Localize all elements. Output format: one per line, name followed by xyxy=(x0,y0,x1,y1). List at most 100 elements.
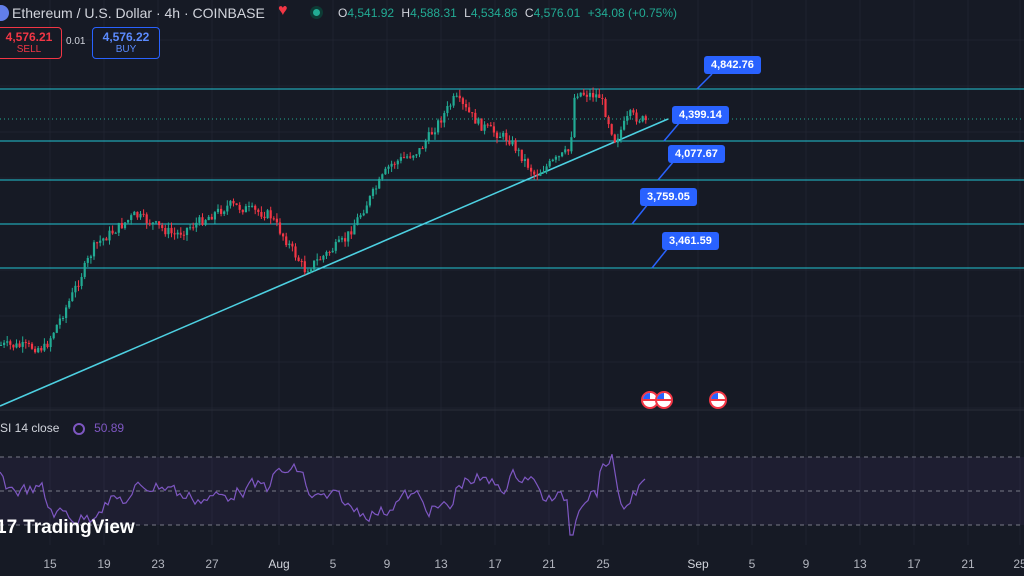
candle-body xyxy=(508,140,511,145)
candle-body xyxy=(185,227,189,236)
candle-body xyxy=(9,341,12,345)
rsi-settings-icon[interactable] xyxy=(72,423,85,435)
candle-body xyxy=(229,200,232,206)
candle-body xyxy=(21,342,24,347)
candle-body xyxy=(263,216,266,219)
candle-body xyxy=(619,129,623,139)
candle-body xyxy=(328,251,331,253)
candle-body xyxy=(161,225,164,228)
candle-body xyxy=(486,124,489,126)
candle-body xyxy=(399,157,402,161)
label-pointer xyxy=(651,247,669,269)
candle-body xyxy=(468,107,471,113)
candle-body xyxy=(24,342,27,344)
candle-body xyxy=(40,348,43,351)
candle-body xyxy=(216,208,220,213)
candle-body xyxy=(195,222,198,228)
candle-body xyxy=(505,132,508,141)
candle-body xyxy=(158,221,161,226)
time-tick: 9 xyxy=(383,557,391,571)
candle-body xyxy=(464,104,468,108)
candle-body xyxy=(412,155,415,158)
candle-body xyxy=(83,262,86,277)
buy-button[interactable]: 4,576.22 BUY xyxy=(92,27,160,59)
candle-body xyxy=(539,173,542,176)
candle-body xyxy=(77,285,80,287)
symbol-title[interactable]: Ethereum / U.S. Dollar · 4h · COINBASE xyxy=(12,5,265,21)
candle-body xyxy=(350,231,353,235)
time-tick: 19 xyxy=(97,557,111,571)
candle-body xyxy=(123,222,127,229)
candle-body xyxy=(533,171,536,175)
candle-body xyxy=(483,124,486,131)
candle-body xyxy=(52,332,55,339)
candle-body xyxy=(424,141,427,149)
candle-body xyxy=(396,160,399,165)
time-tick: Aug xyxy=(268,557,290,571)
candle-body xyxy=(27,342,30,344)
candle-body xyxy=(427,132,430,142)
time-tick: 17 xyxy=(488,557,502,571)
us-flag-event-icon[interactable] xyxy=(709,391,727,409)
candle-body xyxy=(635,112,638,122)
candle-body xyxy=(30,343,34,349)
candle-body xyxy=(592,92,595,98)
price-label-1[interactable]: 4,842.76 xyxy=(704,56,761,74)
candle-body xyxy=(235,203,238,205)
candle-body xyxy=(309,269,313,272)
trendline[interactable] xyxy=(0,118,669,407)
candle-body xyxy=(272,218,275,220)
buy-label: BUY xyxy=(115,44,137,55)
brand-name: TradingView xyxy=(23,517,135,538)
candle-body xyxy=(96,242,99,244)
candle-body xyxy=(142,213,145,215)
candle-body xyxy=(393,163,396,165)
candle-body xyxy=(213,212,216,220)
time-tick: 21 xyxy=(542,557,556,571)
price-label-3[interactable]: 4,077.67 xyxy=(668,145,725,163)
rsi-legend[interactable]: SI 14 close 50.89 xyxy=(0,421,124,435)
us-flag-event-icon[interactable] xyxy=(655,391,673,409)
candle-body xyxy=(322,255,325,260)
candle-body xyxy=(170,227,173,234)
price-label-2[interactable]: 4,399.14 xyxy=(672,106,729,124)
candle-body xyxy=(226,205,229,212)
candle-body xyxy=(288,243,291,246)
price-label-4[interactable]: 3,759.05 xyxy=(640,188,697,206)
candle-body xyxy=(421,148,424,150)
buy-price: 4,576.22 xyxy=(102,30,150,44)
price-label-5[interactable]: 3,461.59 xyxy=(662,232,719,250)
candle-body xyxy=(238,204,241,210)
candle-body xyxy=(595,94,598,98)
candle-body xyxy=(176,232,179,235)
horizontal-levels xyxy=(0,73,1024,269)
candle-body xyxy=(520,149,523,162)
candle-body xyxy=(368,195,371,206)
candle-body xyxy=(251,205,254,207)
candle-body xyxy=(409,156,412,158)
candle-body xyxy=(536,174,539,176)
candle-body xyxy=(579,92,582,97)
candle-body xyxy=(49,338,52,348)
candle-body xyxy=(415,154,418,156)
candle-body xyxy=(437,120,440,133)
candle-body xyxy=(548,160,551,167)
tradingview-logo[interactable]: 17 TradingView xyxy=(0,517,135,539)
candle-body xyxy=(18,343,21,347)
candle-body xyxy=(582,92,585,95)
sell-button[interactable]: 4,576.21 SELL xyxy=(0,27,62,59)
time-tick: 21 xyxy=(961,557,975,571)
heart-icon[interactable]: ♥ xyxy=(278,2,288,19)
rsi-band xyxy=(0,456,1024,526)
candle-body xyxy=(561,152,564,157)
candle-body xyxy=(517,149,520,151)
candle-body xyxy=(130,215,133,221)
rsi-title: SI 14 close xyxy=(0,421,60,435)
candle-body xyxy=(362,213,365,216)
candle-body xyxy=(480,118,483,131)
candle-body xyxy=(247,206,251,208)
candle-body xyxy=(443,113,446,123)
time-tick: 25 xyxy=(596,557,610,571)
candle-body xyxy=(461,98,464,105)
